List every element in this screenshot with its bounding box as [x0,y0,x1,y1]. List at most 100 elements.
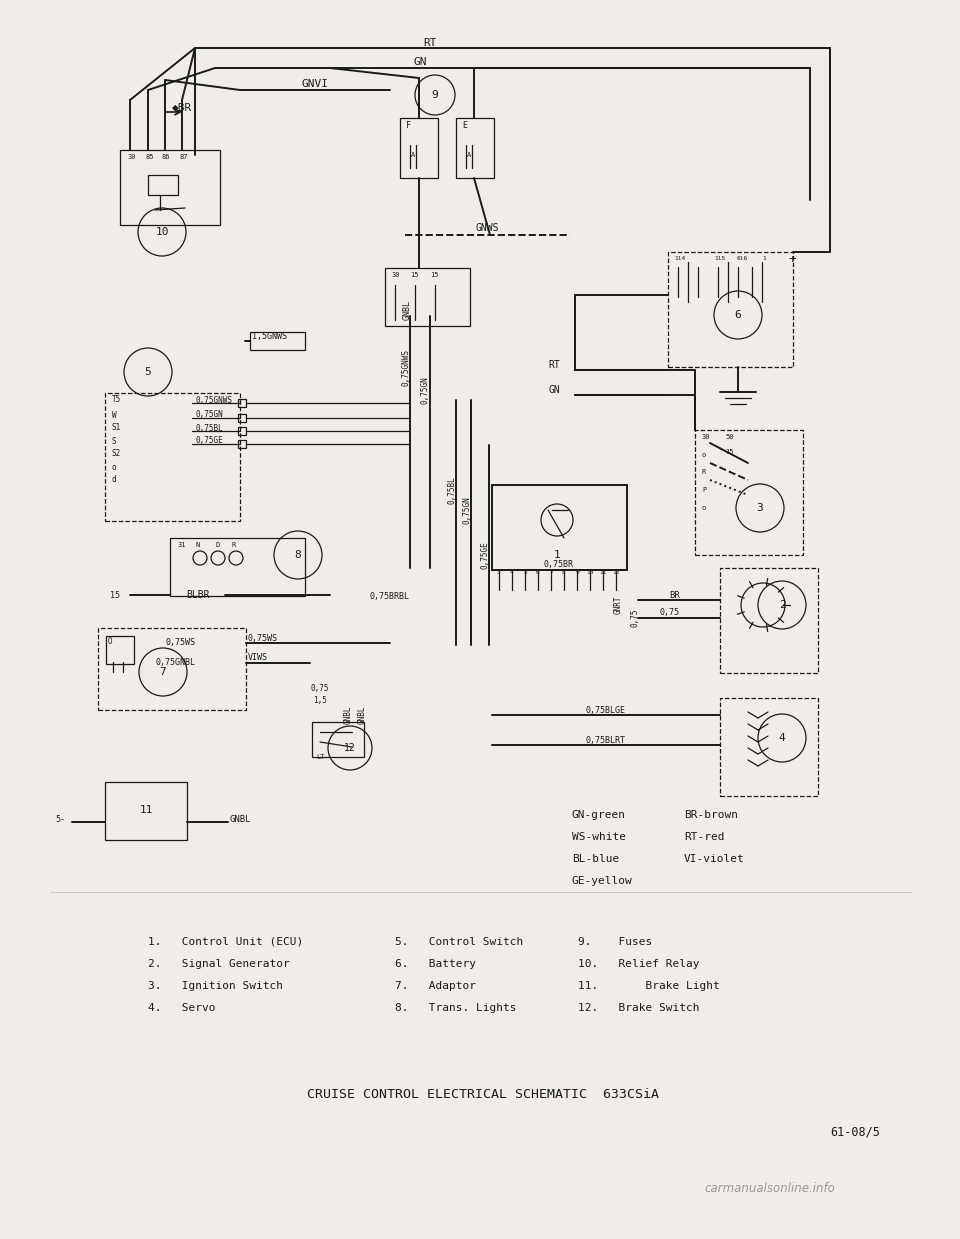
Text: 4: 4 [779,733,785,743]
Text: 5-: 5- [55,815,65,824]
Text: 6: 6 [734,310,741,320]
Text: W: W [112,410,116,420]
Text: GNBL: GNBL [357,706,367,725]
Text: 30: 30 [392,273,400,278]
Text: 0,75: 0,75 [631,608,639,627]
Text: 0,75GNWS: 0,75GNWS [195,395,232,404]
Text: 0,75GE: 0,75GE [195,436,223,446]
Text: LT: LT [316,755,324,760]
Text: 1.   Control Unit (ECU): 1. Control Unit (ECU) [148,937,303,947]
Text: o: o [702,452,707,458]
Text: 0,75GE: 0,75GE [481,541,490,569]
Text: 5: 5 [145,367,152,377]
Text: BR-brown: BR-brown [684,810,738,820]
Text: GNBL: GNBL [344,706,352,725]
Text: 12: 12 [344,743,356,753]
Bar [695,430,803,555]
Text: 0,75BRBL: 0,75BRBL [370,592,410,601]
Bar [105,393,240,522]
Text: 15: 15 [410,273,419,278]
Text: 6.   Battery: 6. Battery [395,959,476,969]
Text: 10: 10 [587,570,593,575]
Bar [105,782,187,840]
Text: 8.   Trans. Lights: 8. Trans. Lights [395,1004,516,1014]
Bar [312,722,364,757]
Text: 6l6: 6l6 [736,255,748,260]
Text: 9: 9 [575,570,579,575]
Bar [250,332,305,349]
Text: BL-blue: BL-blue [572,854,619,864]
Text: 15: 15 [110,591,120,600]
Text: GN: GN [548,385,560,395]
Bar [668,252,793,367]
Bar [385,268,470,326]
Text: 5.   Control Switch: 5. Control Switch [395,937,523,947]
Text: carmanualsonline.info: carmanualsonline.info [704,1182,835,1194]
Text: 0,75BL: 0,75BL [195,424,223,432]
Text: 8: 8 [295,550,301,560]
Text: R: R [702,470,707,475]
Text: T5: T5 [112,395,121,404]
Text: 10: 10 [156,227,169,237]
Bar [720,567,818,673]
Text: 1,5: 1,5 [313,695,327,705]
Text: BLBR: BLBR [186,590,209,600]
Text: A: A [411,152,415,159]
Text: 0,75GN: 0,75GN [420,377,429,404]
Text: GE-yellow: GE-yellow [572,876,633,886]
Bar [106,636,134,664]
Text: GNBL: GNBL [230,815,252,824]
Text: VI-violet: VI-violet [684,854,745,864]
Text: 7: 7 [159,667,166,676]
Text: 0,75GNWS: 0,75GNWS [401,349,411,387]
Bar [238,414,246,422]
Text: P: P [702,487,707,493]
Text: 0,75: 0,75 [660,608,680,617]
Text: 85: 85 [145,154,154,160]
Text: 0,75GN: 0,75GN [195,410,223,420]
Text: RT-red: RT-red [684,833,725,843]
Text: A: A [467,152,471,159]
Text: 3: 3 [756,503,763,513]
Text: WS-white: WS-white [572,833,626,843]
Bar [720,698,818,795]
Text: 8: 8 [563,570,565,575]
Text: VIWS: VIWS [248,653,268,663]
Text: 15: 15 [430,273,439,278]
Bar [492,484,627,570]
Text: F: F [406,120,411,130]
Text: +: + [788,254,796,266]
Text: GNBL: GNBL [402,300,412,320]
Text: 0,75BLGE: 0,75BLGE [585,705,625,715]
Text: GNRT: GNRT [613,596,622,615]
Text: 86: 86 [162,154,171,160]
Text: 0,75WS: 0,75WS [166,638,196,648]
Text: 2.   Signal Generator: 2. Signal Generator [148,959,290,969]
Text: 30: 30 [128,154,136,160]
Text: 87: 87 [179,154,187,160]
Text: 7.   Adaptor: 7. Adaptor [395,981,476,991]
Bar [120,150,220,225]
Bar [238,427,246,435]
Text: 2: 2 [779,600,785,610]
Bar [456,118,494,178]
Text: 11: 11 [599,570,607,575]
Text: 1l4: 1l4 [674,255,685,260]
Text: 9.    Fuses: 9. Fuses [578,937,652,947]
Text: RT: RT [423,38,437,48]
Text: 0,75BL: 0,75BL [447,476,457,504]
Text: GNVI: GNVI [301,79,328,89]
Text: 0,75GNBL: 0,75GNBL [156,658,196,668]
Text: d: d [112,476,116,484]
Bar [148,175,178,195]
Text: o: o [702,506,707,510]
Text: CRUISE CONTROL ELECTRICAL SCHEMATIC  633CSiA: CRUISE CONTROL ELECTRICAL SCHEMATIC 633C… [307,1089,659,1101]
Text: 1,5GNWS: 1,5GNWS [252,332,287,341]
Text: 30: 30 [702,434,710,440]
Text: 10.   Relief Relay: 10. Relief Relay [578,959,700,969]
Text: BR: BR [669,591,680,600]
Text: O: O [108,638,112,647]
Text: 0,75BLRT: 0,75BLRT [585,736,625,745]
Bar [170,538,305,596]
Text: 50: 50 [725,434,733,440]
